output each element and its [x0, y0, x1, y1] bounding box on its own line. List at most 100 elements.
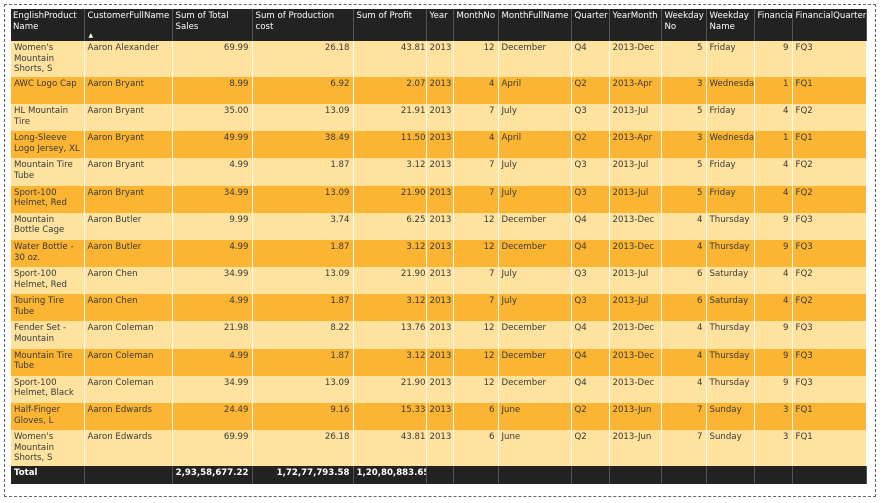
cell-product: Sport-100 Helmet, Black — [11, 375, 85, 404]
cell-quarter: Q4 — [571, 375, 610, 404]
table-row[interactable]: AWC Logo Cap Aaron Bryant 8.99 6.92 2.07 2013… — [11, 76, 867, 104]
cell-weekday-no: 4 — [661, 375, 707, 404]
cell-customer: Aaron Coleman — [84, 321, 173, 349]
cell-financial-month: 4 — [754, 294, 793, 322]
total-empty-cell — [453, 466, 499, 484]
cell-year-month: 2013-Dec — [609, 41, 662, 77]
cell-month-full-name: June — [498, 403, 572, 431]
table-row[interactable]: Sport-100 Helmet, Black Aaron Coleman 34.9… — [11, 375, 867, 404]
cell-total-sales: 9.99 — [172, 212, 253, 240]
cell-month-full-name: December — [498, 348, 572, 376]
table-row[interactable]: Fender Set - Mountain Aaron Coleman 21.98 8… — [11, 321, 867, 349]
cell-total-sales: 21.98 — [172, 321, 253, 349]
cell-total-sales: 34.99 — [172, 267, 253, 295]
column-header-weekday-no[interactable]: Weekday No — [661, 9, 707, 41]
cell-weekday-no: 4 — [661, 239, 707, 268]
column-header-profit[interactable]: Sum of Profit — [353, 9, 427, 41]
column-header-production-cost[interactable]: Sum of Production cost — [252, 9, 354, 41]
column-header-year-month[interactable]: YearMonth — [609, 9, 662, 41]
table-row[interactable]: Sport-100 Helmet, Red Aaron Chen 34.99 13.0… — [11, 267, 867, 295]
table-row[interactable]: Sport-100 Helmet, Red Aaron Bryant 34.99 13… — [11, 185, 867, 213]
column-header-month-full-name[interactable]: MonthFullName — [498, 9, 572, 41]
cell-month-full-name: July — [498, 158, 572, 186]
cell-total-sales: 24.49 — [172, 403, 253, 431]
total-empty-cell — [792, 466, 867, 484]
total-row: Total 2,93,58,677.22 1,72,77,793.58 1,20… — [11, 466, 867, 484]
cell-customer: Aaron Butler — [84, 239, 173, 268]
cell-financial-month: 1 — [754, 131, 793, 159]
table-row[interactable]: Women's Mountain Shorts, S Aaron Alexande… — [11, 41, 867, 77]
column-header-product[interactable]: EnglishProduct Name — [11, 9, 85, 41]
cell-weekday-name: Friday — [706, 41, 755, 77]
column-header-financial-quarter[interactable]: FinancialQuarter — [792, 9, 867, 41]
total-empty-cell — [426, 466, 454, 484]
column-header-financial-month[interactable]: FinancialMonth — [754, 9, 793, 41]
cell-customer: Aaron Butler — [84, 212, 173, 240]
cell-profit: 21.91 — [353, 103, 427, 132]
column-header-weekday-name[interactable]: Weekday Name — [706, 9, 755, 41]
cell-financial-quarter: FQ3 — [792, 239, 867, 268]
cell-financial-month: 9 — [754, 239, 793, 268]
cell-customer: Aaron Bryant — [84, 185, 173, 213]
total-empty-cell — [571, 466, 610, 484]
cell-customer: Aaron Chen — [84, 294, 173, 322]
cell-financial-quarter: FQ1 — [792, 131, 867, 159]
column-header-year[interactable]: Year — [426, 9, 454, 41]
cell-production-cost: 26.18 — [252, 41, 354, 77]
table-row[interactable]: Half-Finger Gloves, L Aaron Edwards 24.49 9… — [11, 403, 867, 431]
cell-total-sales: 35.00 — [172, 103, 253, 132]
cell-financial-month: 4 — [754, 267, 793, 295]
table-row[interactable]: Long-Sleeve Logo Jersey, XL Aaron Bryant 4… — [11, 131, 867, 159]
cell-total-sales: 8.99 — [172, 76, 253, 104]
cell-month-full-name: April — [498, 131, 572, 159]
table-visual[interactable]: EnglishProduct Name CustomerFullName ▲ S… — [11, 9, 867, 488]
cell-total-sales: 49.99 — [172, 131, 253, 159]
cell-total-sales: 69.99 — [172, 430, 253, 466]
table-row[interactable]: Mountain Tire Tube Aaron Coleman 4.99 1.87 3… — [11, 348, 867, 376]
column-header-quarter[interactable]: Quarter — [571, 9, 610, 41]
cell-weekday-name: Thursday — [706, 212, 755, 240]
total-empty-cell — [609, 466, 662, 484]
cell-financial-quarter: FQ2 — [792, 294, 867, 322]
column-header-customer[interactable]: CustomerFullName ▲ — [84, 9, 173, 41]
cell-year: 2013 — [426, 239, 454, 268]
table-row[interactable]: Mountain Tire Tube Aaron Bryant 4.99 1.87 3.… — [11, 158, 867, 186]
cell-month-no: 12 — [453, 239, 499, 268]
table-row[interactable]: Touring Tire Tube Aaron Chen 4.99 1.87 3.12 2… — [11, 294, 867, 322]
cell-production-cost: 6.92 — [252, 76, 354, 104]
column-header-total-sales[interactable]: Sum of Total Sales — [172, 9, 253, 41]
cell-month-full-name: April — [498, 76, 572, 104]
table-row[interactable]: Water Bottle - 30 oz. Aaron Butler 4.99 1.8… — [11, 239, 867, 268]
cell-year: 2013 — [426, 185, 454, 213]
cell-production-cost: 1.87 — [252, 348, 354, 376]
cell-quarter: Q3 — [571, 267, 610, 295]
cell-weekday-no: 7 — [661, 430, 707, 466]
table-row[interactable]: HL Mountain Tire Aaron Bryant 35.00 13.09 21… — [11, 103, 867, 132]
table-row[interactable]: Mountain Bottle Cage Aaron Butler 9.99 3.74… — [11, 212, 867, 240]
cell-weekday-no: 5 — [661, 185, 707, 213]
cell-month-no: 12 — [453, 348, 499, 376]
total-label: Total — [11, 466, 85, 484]
cell-year-month: 2013-Dec — [609, 239, 662, 268]
cell-year: 2013 — [426, 430, 454, 466]
cell-year-month: 2013-Jul — [609, 185, 662, 213]
cell-year: 2013 — [426, 267, 454, 295]
cell-total-sales: 69.99 — [172, 41, 253, 77]
cell-year: 2013 — [426, 294, 454, 322]
total-profit-value: 1,20,80,883.65 — [353, 466, 427, 484]
column-header-month-no[interactable]: MonthNo — [453, 9, 499, 41]
cell-year: 2013 — [426, 158, 454, 186]
table-row[interactable]: Women's Mountain Shorts, S Aaron Edwards 6… — [11, 430, 867, 466]
cell-weekday-no: 7 — [661, 403, 707, 431]
cell-customer: Aaron Bryant — [84, 103, 173, 132]
cell-financial-month: 9 — [754, 375, 793, 404]
cell-financial-quarter: FQ3 — [792, 321, 867, 349]
cell-production-cost: 8.22 — [252, 321, 354, 349]
cell-customer: Aaron Bryant — [84, 131, 173, 159]
cell-customer: Aaron Bryant — [84, 158, 173, 186]
cell-weekday-no: 6 — [661, 267, 707, 295]
cell-total-sales: 4.99 — [172, 158, 253, 186]
cell-profit: 3.12 — [353, 239, 427, 268]
cell-weekday-name: Wednesday — [706, 76, 755, 104]
cell-month-no: 6 — [453, 403, 499, 431]
